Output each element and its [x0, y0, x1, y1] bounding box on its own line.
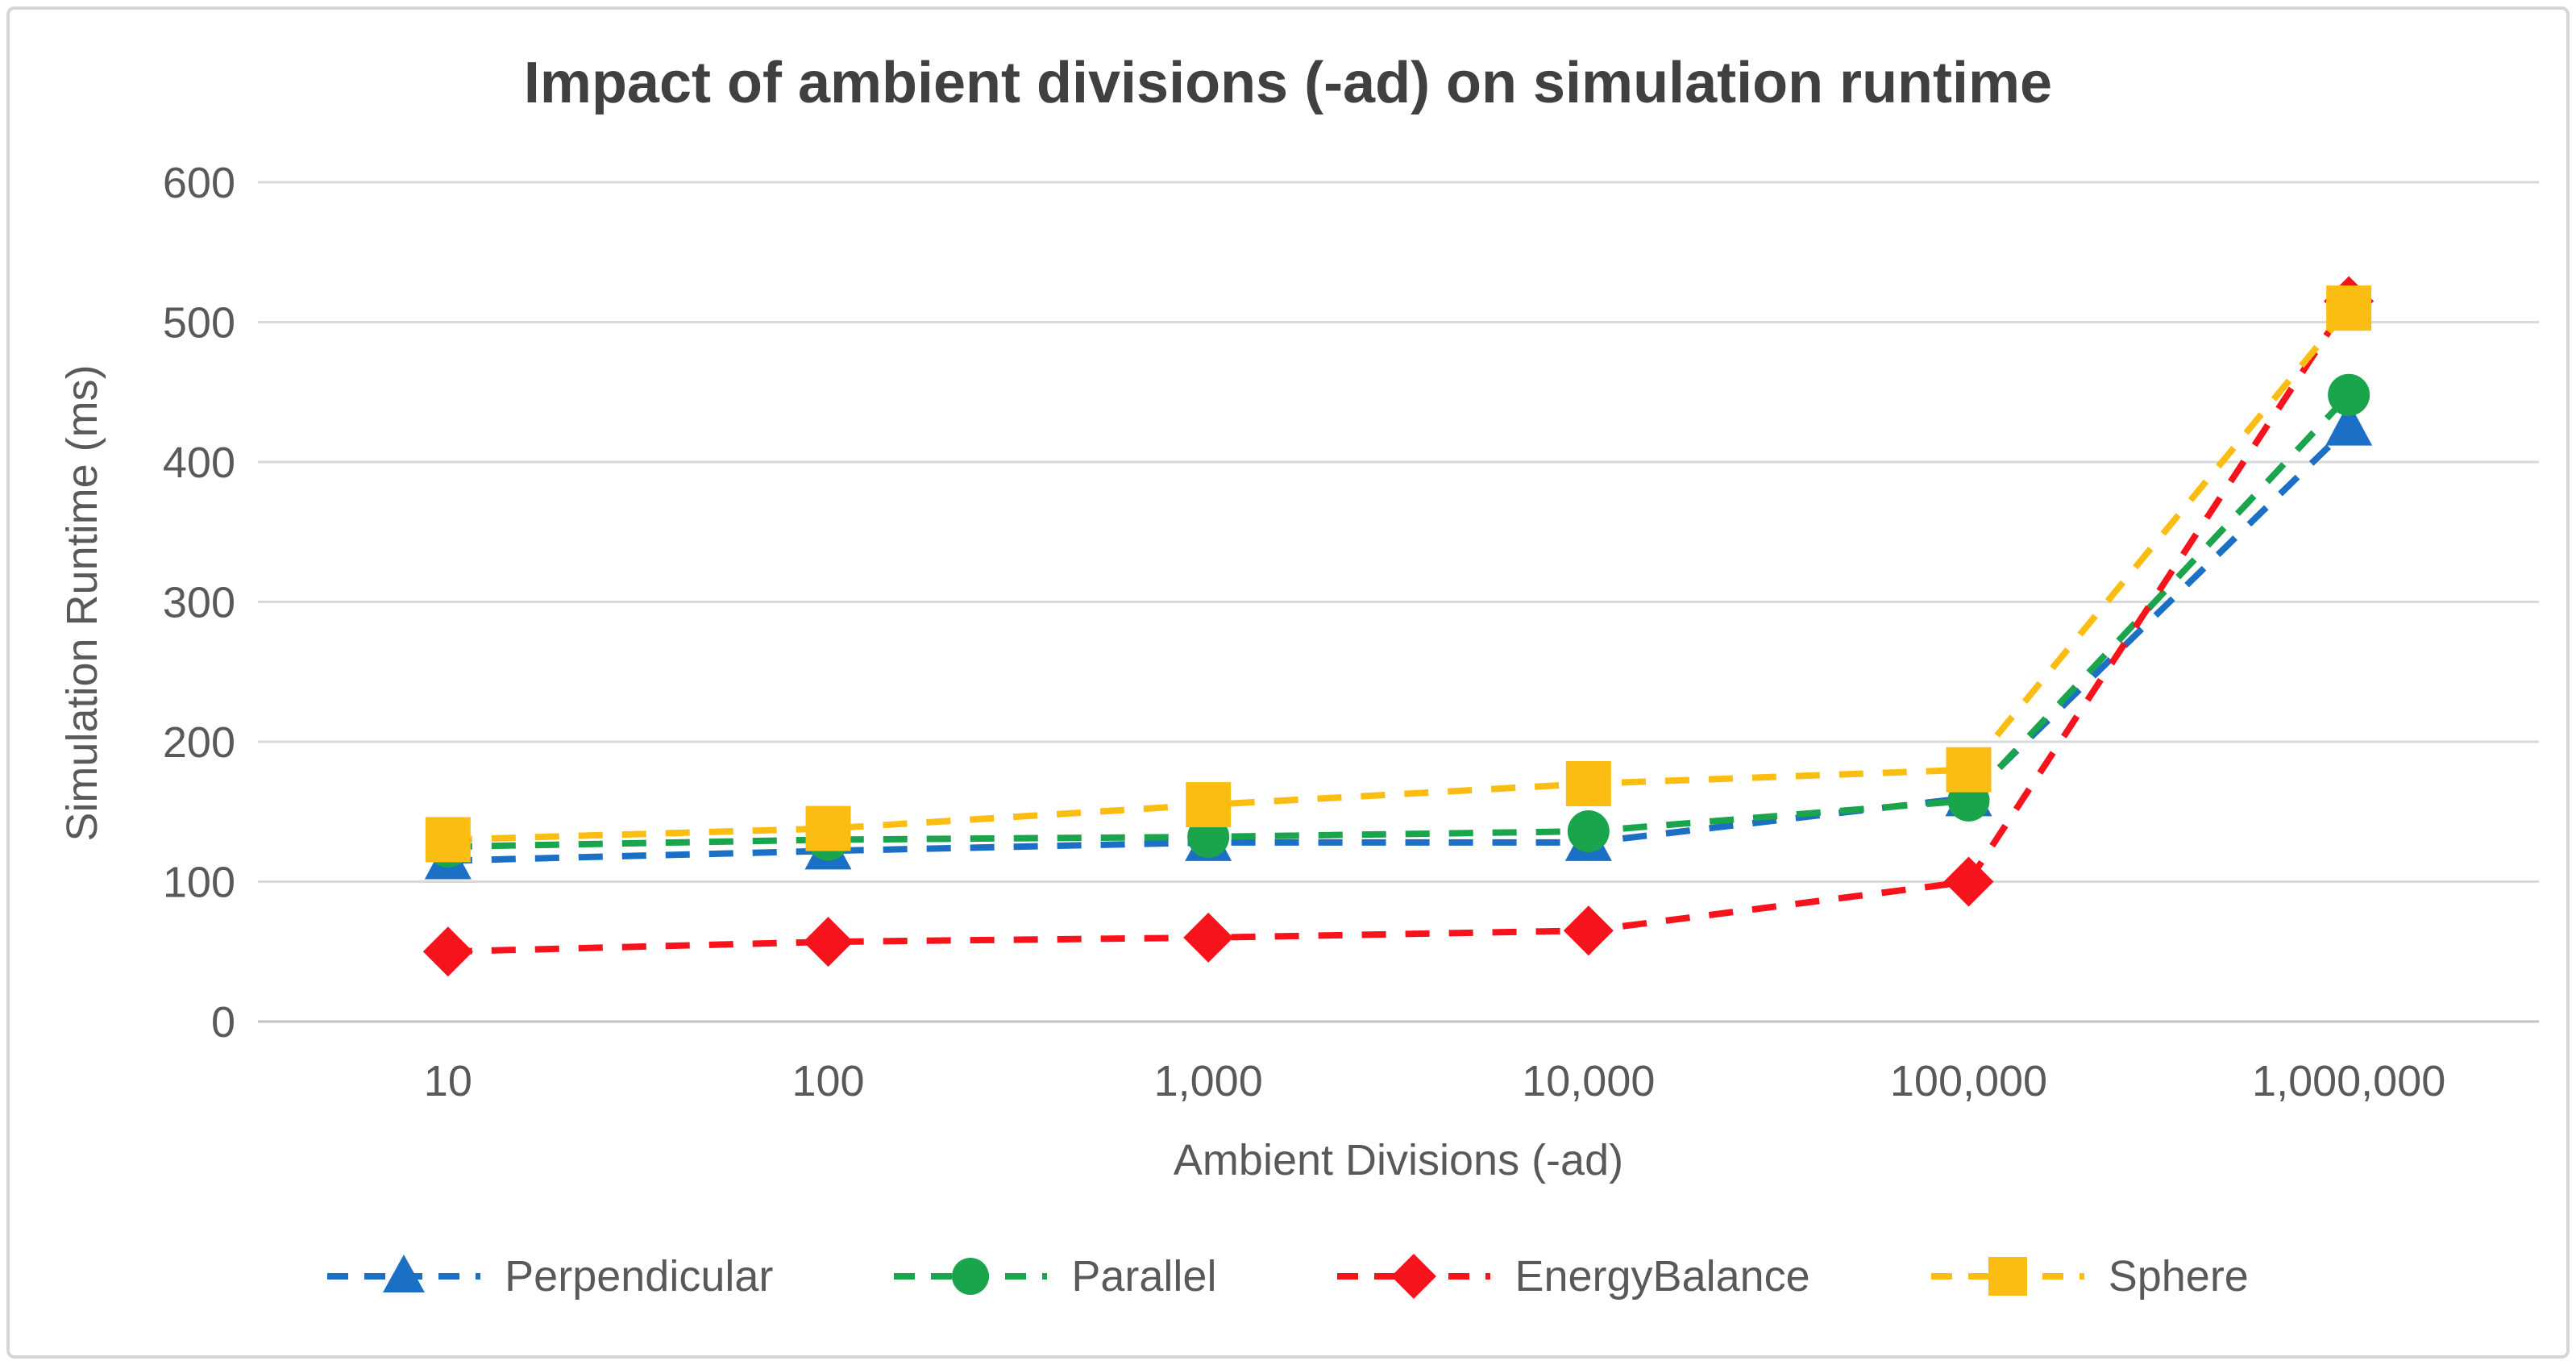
marker-sphere [2326, 285, 2372, 331]
y-axis-title: Simulation Runtime (ms) [58, 364, 106, 842]
legend-marker-circle-icon [894, 1258, 1048, 1295]
y-tick-label: 600 [163, 159, 235, 207]
marker-sphere [1186, 782, 1232, 828]
x-tick-label: 100 [791, 1057, 864, 1105]
legend-marker-triangle-icon [327, 1255, 481, 1292]
y-tick-label: 500 [163, 299, 235, 347]
marker-energybalance [1943, 856, 1994, 907]
legend-marker-shape [383, 1255, 426, 1292]
legend-marker-shape [1391, 1254, 1437, 1299]
marker-energybalance [1183, 912, 1234, 963]
x-tick-label: 100,000 [1890, 1057, 2047, 1105]
marker-sphere [425, 817, 471, 863]
legend-label: Parallel [1071, 1252, 1217, 1300]
legend: Perpendicular Parallel EnergyBalance Sphere [0, 1240, 2576, 1313]
legend-label: Sphere [2108, 1252, 2249, 1300]
series-line-sphere [447, 306, 2352, 843]
marker-sphere [1946, 747, 1992, 793]
legend-marker-shape [1988, 1257, 2027, 1296]
legend-marker-square-icon [1930, 1257, 2084, 1296]
legend-item-perpendicular: Perpendicular [327, 1240, 773, 1313]
series-line-perpendicular [447, 424, 2351, 864]
y-tick-label: 200 [163, 718, 235, 767]
x-axis-title: Ambient Divisions (-ad) [1173, 1136, 1624, 1184]
marker-sphere [1565, 761, 1611, 807]
legend-marker-diamond-icon [1337, 1254, 1491, 1299]
y-tick-label: 400 [163, 439, 235, 487]
marker-parallel [2328, 373, 2370, 416]
x-tick-label: 1,000 [1154, 1057, 1263, 1105]
x-tick-label: 10,000 [1522, 1057, 1655, 1105]
y-tick-label: 300 [163, 579, 235, 627]
legend-item-sphere: Sphere [1930, 1240, 2249, 1313]
legend-item-energybalance: EnergyBalance [1337, 1240, 1810, 1313]
marker-energybalance [422, 926, 473, 977]
legend-label: EnergyBalance [1514, 1252, 1810, 1300]
series-line-parallel [447, 392, 2352, 851]
x-tick-label: 10 [424, 1057, 472, 1105]
y-tick-label: 0 [211, 998, 235, 1047]
legend-marker-shape [952, 1258, 990, 1295]
marker-perpendicular [2325, 402, 2373, 446]
y-tick-label: 100 [163, 859, 235, 907]
legend-label: Perpendicular [505, 1252, 774, 1300]
legend-item-parallel: Parallel [894, 1240, 1216, 1313]
x-tick-label: 1,000,000 [2252, 1057, 2445, 1105]
marker-parallel [1567, 810, 1610, 853]
marker-sphere [805, 805, 851, 851]
marker-energybalance [803, 917, 854, 968]
marker-energybalance [1563, 905, 1614, 956]
series-line-energybalance [447, 299, 2352, 955]
chart-title: Impact of ambient divisions (-ad) on sim… [523, 51, 2053, 115]
